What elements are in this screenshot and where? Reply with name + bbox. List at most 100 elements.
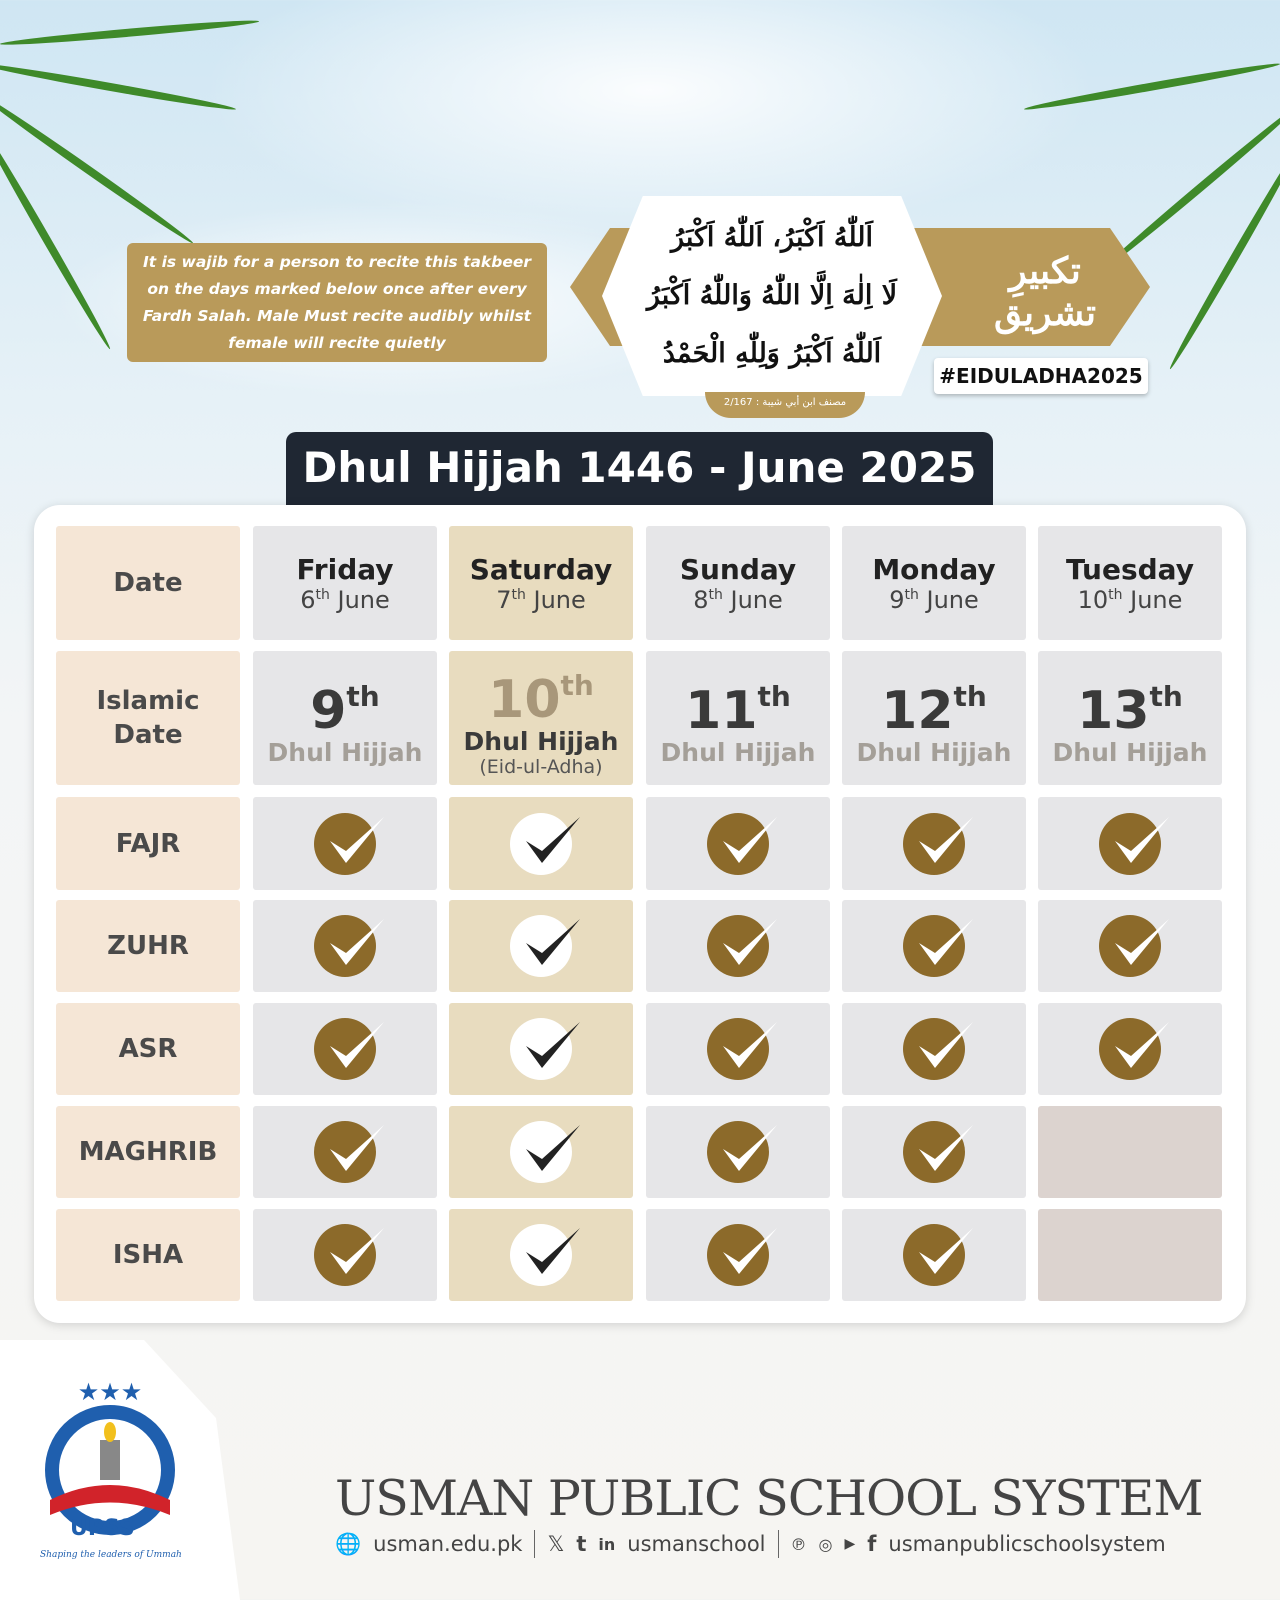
day-name: Saturday bbox=[469, 552, 613, 586]
tiktok-icon[interactable]: t bbox=[576, 1532, 587, 1556]
gregorian-date: 7th June bbox=[496, 586, 586, 614]
row-label-text: Date bbox=[113, 568, 183, 598]
islamic-day: 11th bbox=[685, 670, 791, 738]
date-number: 6 bbox=[300, 585, 316, 614]
islamic-month: Dhul Hijjah bbox=[463, 726, 619, 756]
row-label: Islamic Date bbox=[56, 651, 240, 785]
day-name: Sunday bbox=[679, 552, 797, 586]
islamic-day-number: 9 bbox=[310, 680, 347, 741]
prayer-cell-required bbox=[449, 1209, 633, 1301]
islamic-day-suffix: th bbox=[346, 679, 380, 713]
islamic-month: Dhul Hijjah bbox=[1052, 737, 1208, 767]
takbeer-line: اَللّٰهُ اَكْبَرُ وَلِلّٰهِ الْحَمْدُ bbox=[662, 338, 882, 369]
school-name: USMAN PUBLIC SCHOOL SYSTEM bbox=[335, 1470, 1204, 1527]
islamic-date: 12th Dhul Hijjah bbox=[842, 651, 1026, 785]
date-suffix: th bbox=[904, 586, 919, 603]
day-header: Monday 9th June bbox=[842, 526, 1026, 640]
checkmark-icon bbox=[707, 1121, 777, 1183]
date-suffix: th bbox=[315, 586, 330, 603]
row-label: Date bbox=[56, 526, 240, 640]
hadith-source: مصنف ابن أبي شيبة : 2/167 bbox=[705, 392, 865, 418]
prayer-cell-required bbox=[1038, 1003, 1222, 1095]
globe-icon: 🌐 bbox=[335, 1531, 362, 1556]
gregorian-date: 9th June bbox=[889, 586, 979, 614]
prayer-cell-required bbox=[449, 1106, 633, 1198]
prayer-cell-required bbox=[253, 1106, 437, 1198]
checkmark-icon bbox=[1099, 812, 1169, 875]
hashtag-badge: #EIDULADHA2025 bbox=[934, 358, 1148, 394]
checkmark-icon bbox=[707, 1224, 777, 1286]
checkmark-icon bbox=[510, 812, 580, 875]
islamic-month: Dhul Hijjah bbox=[856, 737, 1012, 767]
takbeer-arabic-text: اَللّٰهُ اَكْبَرُ، اَللّٰهُ اَكْبَرُ لَا… bbox=[602, 196, 942, 396]
linkedin-icon[interactable]: in bbox=[598, 1534, 616, 1554]
checkmark-icon bbox=[707, 1018, 777, 1080]
social-handle[interactable]: usmanpublicschoolsystem bbox=[888, 1532, 1166, 1556]
prayer-cell-required bbox=[646, 1106, 830, 1198]
islamic-month: Dhul Hijjah bbox=[267, 737, 423, 767]
prayer-cell-required bbox=[449, 797, 633, 890]
checkmark-icon bbox=[510, 1224, 580, 1286]
prayer-cell-required bbox=[1038, 797, 1222, 890]
prayer-cell-required bbox=[842, 797, 1026, 890]
contact-links: 🌐 usman.edu.pk 𝕏 t in usmanschool ℗ ◎ ▶ … bbox=[335, 1530, 1166, 1558]
prayer-cell-required bbox=[842, 1209, 1026, 1301]
row-label-text: ISHA bbox=[112, 1240, 184, 1270]
date-suffix: th bbox=[511, 586, 526, 603]
islamic-date: 11th Dhul Hijjah bbox=[646, 651, 830, 785]
day-header: Friday 6th June bbox=[253, 526, 437, 640]
checkmark-icon bbox=[707, 915, 777, 977]
islamic-date: 13th Dhul Hijjah bbox=[1038, 651, 1222, 785]
checkmark-icon bbox=[1099, 1018, 1169, 1080]
checkmark-icon bbox=[314, 1018, 384, 1080]
islamic-day: 10th bbox=[488, 659, 594, 727]
checkmark-icon bbox=[314, 915, 384, 977]
islamic-day-suffix: th bbox=[1149, 679, 1183, 713]
row-label: ISHA bbox=[56, 1209, 240, 1301]
prayer-cell-required bbox=[646, 1209, 830, 1301]
date-number: 7 bbox=[496, 585, 512, 614]
website-link[interactable]: usman.edu.pk bbox=[373, 1532, 523, 1556]
day-name: Tuesday bbox=[1066, 552, 1194, 586]
prayer-cell-required bbox=[253, 900, 437, 992]
row-label-text: ASR bbox=[118, 1034, 178, 1064]
checkmark-icon bbox=[314, 1224, 384, 1286]
prayer-cell-required bbox=[253, 1003, 437, 1095]
islamic-day-number: 10 bbox=[488, 669, 561, 730]
school-logo: ★★★ UPSS Shaping the leaders of Ummah bbox=[0, 1340, 240, 1600]
logo-text: UPSS bbox=[70, 1516, 135, 1541]
gregorian-date: 10th June bbox=[1078, 586, 1183, 614]
social-handle[interactable]: usmanschool bbox=[627, 1532, 766, 1556]
prayer-cell-required bbox=[646, 900, 830, 992]
date-number: 10 bbox=[1077, 585, 1109, 614]
row-label: ZUHR bbox=[56, 900, 240, 992]
islamic-date: 10th Dhul Hijjah (Eid-ul-Adha) bbox=[449, 651, 633, 785]
date-month: June bbox=[337, 585, 390, 614]
instagram-icon[interactable]: ◎ bbox=[818, 1534, 833, 1554]
islamic-day-number: 13 bbox=[1077, 680, 1150, 741]
checkmark-icon bbox=[903, 1018, 973, 1080]
prayer-cell-required bbox=[646, 1003, 830, 1095]
day-header: Sunday 8th June bbox=[646, 526, 830, 640]
islamic-day: 13th bbox=[1077, 670, 1183, 738]
checkmark-icon bbox=[903, 915, 973, 977]
facebook-icon[interactable]: f bbox=[867, 1532, 877, 1556]
x-icon[interactable]: 𝕏 bbox=[547, 1532, 565, 1556]
islamic-day-number: 11 bbox=[685, 680, 758, 741]
islamic-day: 9th bbox=[310, 670, 380, 738]
date-suffix: th bbox=[1108, 586, 1123, 603]
date-month: June bbox=[1130, 585, 1183, 614]
checkmark-icon bbox=[903, 812, 973, 875]
youtube-icon[interactable]: ▶ bbox=[844, 1536, 856, 1552]
row-label-text: MAGHRIB bbox=[78, 1137, 218, 1167]
checkmark-icon bbox=[510, 915, 580, 977]
day-name: Friday bbox=[296, 552, 394, 586]
date-month: June bbox=[926, 585, 979, 614]
checkmark-icon bbox=[707, 812, 777, 875]
prayer-cell-required bbox=[253, 797, 437, 890]
checkmark-icon bbox=[1099, 915, 1169, 977]
prayer-cell-required bbox=[842, 900, 1026, 992]
calendar-title: Dhul Hijjah 1446 - June 2025 bbox=[286, 432, 993, 508]
pinterest-icon[interactable]: ℗ bbox=[790, 1534, 807, 1554]
row-label-text: Islamic Date bbox=[96, 686, 200, 750]
